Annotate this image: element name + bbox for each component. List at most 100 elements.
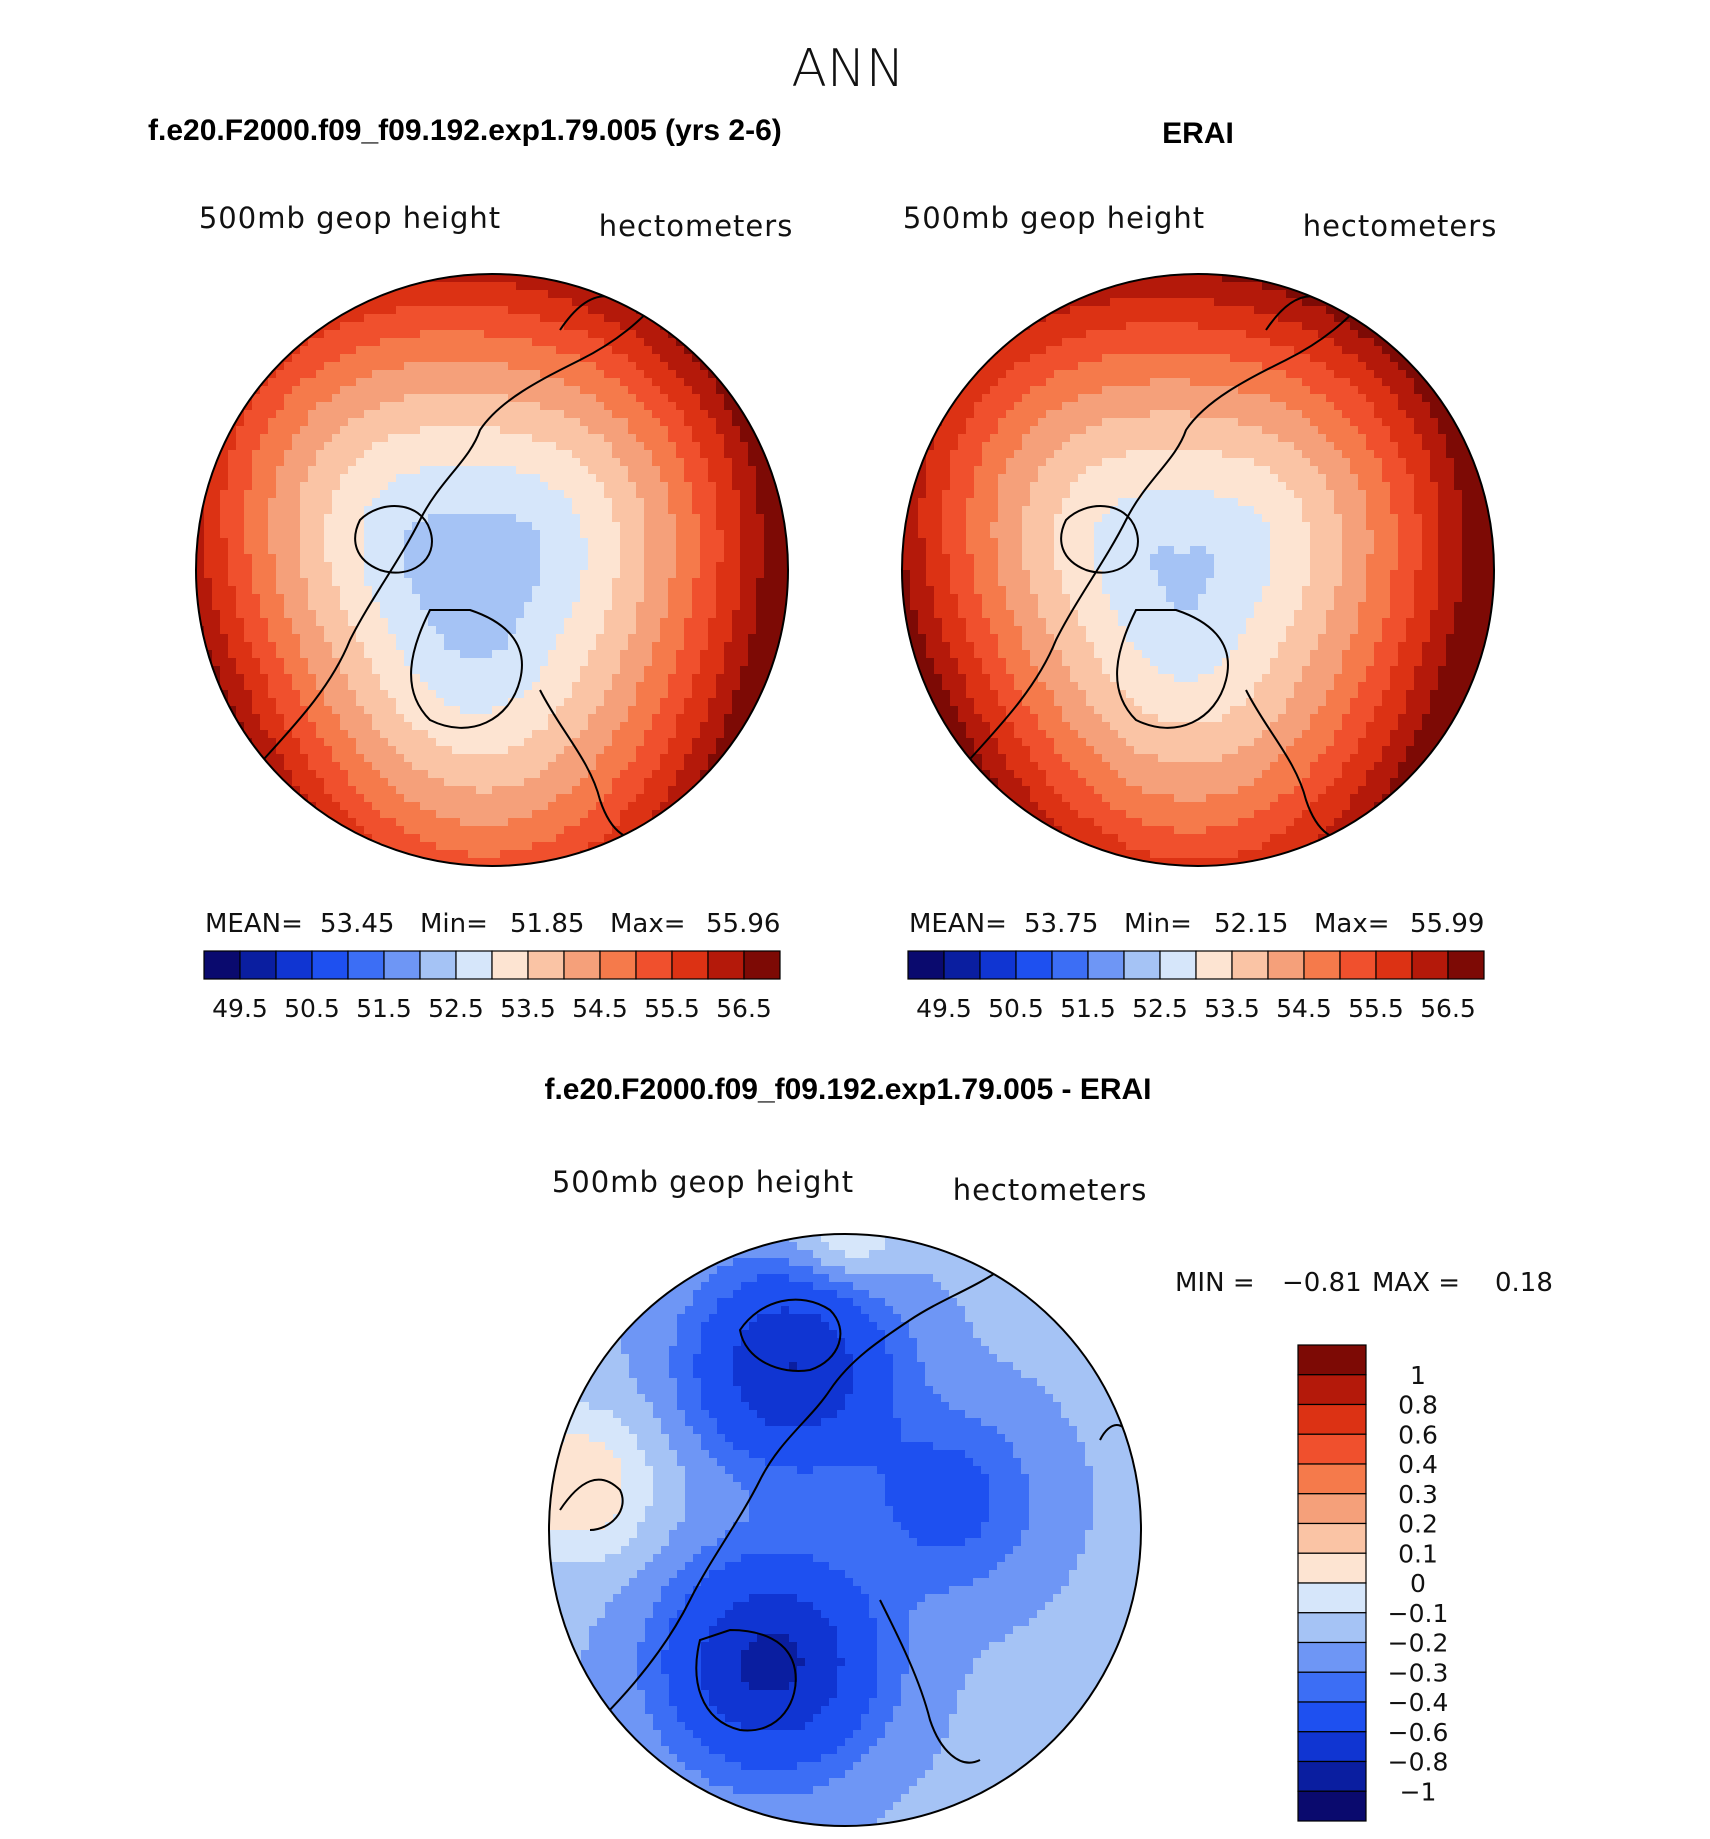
field-cell (556, 722, 565, 731)
field-cell (300, 738, 309, 747)
field-cell (764, 354, 773, 363)
field-cell (684, 538, 693, 547)
field-cell (268, 618, 277, 627)
field-cell (332, 706, 341, 715)
field-cell (516, 794, 525, 803)
field-cell (772, 586, 781, 595)
field-cell (308, 578, 317, 587)
field-cell (564, 522, 573, 531)
field-cell (476, 650, 485, 659)
field-cell (428, 546, 437, 555)
field-cell (548, 802, 557, 811)
field-cell (620, 346, 629, 355)
field-cell (724, 610, 733, 619)
field-cell (444, 546, 453, 555)
field-cell (732, 370, 741, 379)
field-cell (356, 346, 365, 355)
field-cell (380, 682, 389, 691)
field-cell (372, 466, 381, 475)
field-cell (596, 762, 605, 771)
field-cell (756, 794, 765, 803)
field-cell (276, 674, 285, 683)
field-cell (540, 746, 549, 755)
field-cell (396, 562, 405, 571)
field-cell (236, 658, 245, 667)
obs-panel-header: ERAI (1162, 117, 1234, 150)
field-cell (596, 466, 605, 475)
field-cell (764, 594, 773, 603)
field-cell (284, 410, 293, 419)
field-cell (732, 722, 741, 731)
field-cell (724, 306, 733, 315)
field-cell (764, 586, 773, 595)
field-cell (604, 618, 613, 627)
field-cell (412, 298, 421, 307)
field-cell (436, 578, 445, 587)
field-cell (340, 530, 349, 539)
field-cell (556, 330, 565, 339)
field-cell (292, 722, 301, 731)
field-cell (556, 570, 565, 579)
field-cell (220, 522, 229, 531)
field-cell (292, 810, 301, 819)
field-cell (236, 346, 245, 355)
field-cell (388, 402, 397, 411)
field-cell (492, 562, 501, 571)
field-cell (516, 730, 525, 739)
field-cell (524, 658, 533, 667)
field-cell (412, 474, 421, 483)
field-cell (412, 490, 421, 499)
field-cell (668, 306, 677, 315)
field-cell (420, 298, 429, 307)
field-cell (196, 770, 205, 779)
field-cell (620, 322, 629, 331)
field-cell (412, 594, 421, 603)
field-cell (580, 738, 589, 747)
field-cell (436, 394, 445, 403)
field-cell (324, 730, 333, 739)
field-cell (652, 362, 661, 371)
field-cell (316, 514, 325, 523)
field-cell (644, 474, 653, 483)
field-cell (556, 610, 565, 619)
field-cell (548, 730, 557, 739)
field-cell (508, 498, 517, 507)
field-cell (284, 458, 293, 467)
field-cell (420, 562, 429, 571)
field-cell (308, 490, 317, 499)
field-cell (628, 738, 637, 747)
field-cell (564, 666, 573, 675)
field-cell (404, 706, 413, 715)
field-cell (236, 466, 245, 475)
field-cell (444, 626, 453, 635)
field-cell (516, 506, 525, 515)
field-cell (340, 722, 349, 731)
field-cell (636, 330, 645, 339)
field-cell (484, 554, 493, 563)
field-cell (388, 570, 397, 579)
field-cell (644, 514, 653, 523)
field-cell (596, 418, 605, 427)
field-cell (300, 370, 309, 379)
field-cell (620, 442, 629, 451)
field-cell (468, 738, 477, 747)
field-cell (548, 586, 557, 595)
field-cell (428, 298, 437, 307)
field-cell (260, 466, 269, 475)
field-cell (684, 690, 693, 699)
field-cell (276, 490, 285, 499)
field-cell (740, 338, 749, 347)
field-cell (204, 290, 213, 299)
field-cell (564, 754, 573, 763)
field-cell (444, 682, 453, 691)
field-cell (484, 538, 493, 547)
field-cell (412, 546, 421, 555)
field-cell (556, 554, 565, 563)
field-cell (412, 330, 421, 339)
field-cell (420, 378, 429, 387)
field-cell (532, 690, 541, 699)
field-cell (652, 634, 661, 643)
field-cell (196, 322, 205, 331)
field-cell (652, 594, 661, 603)
field-cell (708, 554, 717, 563)
